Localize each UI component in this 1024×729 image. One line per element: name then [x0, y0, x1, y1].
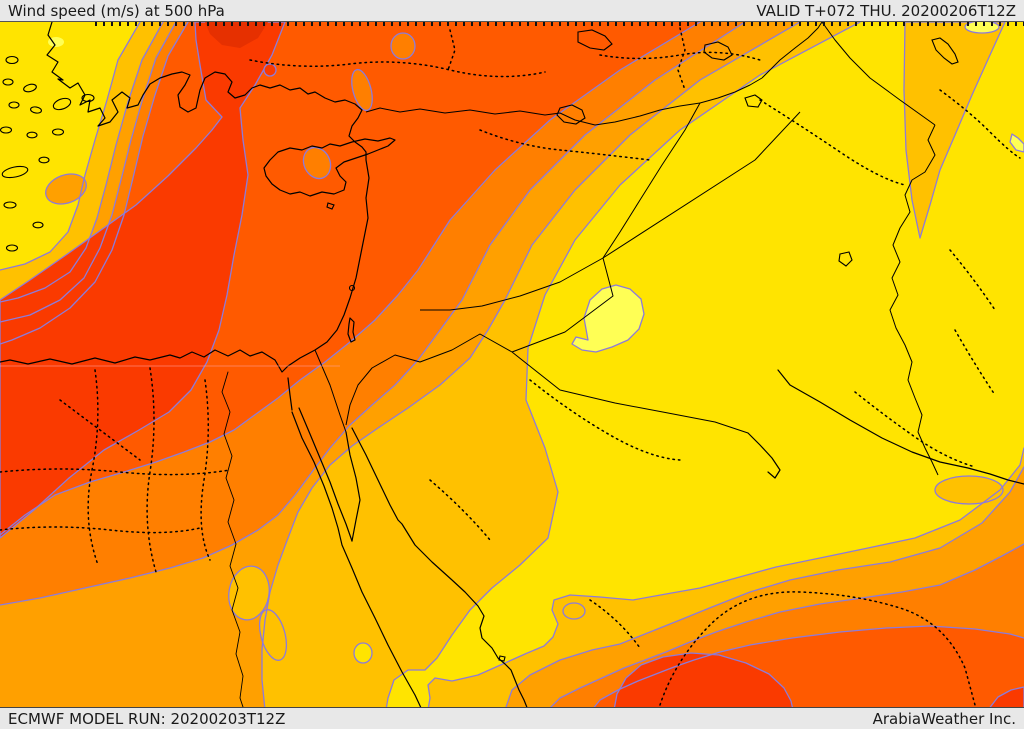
- contour-lines: [0, 22, 1024, 707]
- band-tl-yellow: [0, 22, 140, 270]
- lake-urmia: [931, 37, 959, 65]
- sinai-west-coast: [298, 407, 353, 542]
- model-run-label: ECMWF MODEL RUN: 20200203T12Z: [8, 709, 286, 728]
- band-red-core: [0, 22, 286, 539]
- iraq-west-border: [511, 257, 614, 353]
- patch-red-dot: [263, 63, 277, 77]
- sea-of-galilee: [348, 284, 356, 292]
- band-red-br: [613, 652, 793, 707]
- israel-egypt-border: [314, 349, 347, 433]
- aqaba-saudi-coast: [351, 427, 528, 707]
- admin-borders-dotted: [0, 27, 1021, 706]
- gulf-of-suez-west-coast: [291, 411, 422, 707]
- gulf-of-aqaba-west-coast: [345, 431, 361, 542]
- turkey-syria-border: [365, 77, 763, 126]
- lake-tuz: [577, 29, 613, 51]
- patch-gold-in-orange: [934, 475, 1004, 505]
- coastlines: [0, 22, 1024, 707]
- wind-speed-bands: [0, 22, 1024, 707]
- aegean-islands: [0, 55, 95, 252]
- patch-orange-levant-2: [390, 32, 416, 60]
- turkey-caucasus-border: [761, 22, 823, 79]
- band-yellow-se: [386, 22, 1024, 707]
- nile-river: [221, 371, 244, 707]
- band-deep-red-top: [205, 22, 268, 48]
- status-bar: ECMWF MODEL RUN: 20200203T12Z ArabiaWeat…: [0, 707, 1024, 729]
- jordan-saudi-border: [345, 333, 513, 426]
- saudi-iraq-border: [511, 351, 749, 434]
- lake-iran-small: [838, 251, 853, 267]
- band-pale-sliver-east: [1009, 133, 1024, 153]
- country-borders: [314, 22, 939, 476]
- dead-sea: [347, 317, 356, 343]
- patch-yellow-dot: [353, 642, 373, 664]
- jordan-syria-border: [420, 257, 604, 311]
- weather-map-canvas: [0, 22, 1024, 707]
- island-rhodes: [52, 97, 72, 111]
- credit-label: ArabiaWeather Inc.: [872, 709, 1016, 728]
- island-red-sea: [498, 655, 506, 662]
- band-gold-wedge-ne: [903, 22, 1006, 239]
- patch-gold-dot: [562, 602, 586, 620]
- turkey-iran-border: [821, 22, 936, 126]
- island-dot-cyprus: [326, 202, 335, 210]
- title-bar: Wind speed (m/s) at 500 hPa VALID T+072 …: [0, 0, 1024, 22]
- band-pale-dot-ne: [964, 22, 1000, 34]
- syria-iraq-border: [602, 102, 701, 259]
- lake-small-east: [744, 94, 763, 108]
- island-crete-edge: [1, 165, 29, 179]
- iraq-iran-border: [602, 111, 801, 259]
- iran-interior-line: [889, 124, 939, 476]
- patch-orange-cyprus: [302, 146, 332, 180]
- cyprus-coast: [263, 137, 396, 197]
- shatt-al-arab: [747, 432, 781, 479]
- map-title: Wind speed (m/s) at 500 hPa: [8, 1, 225, 20]
- patch-orange-in-gold: [45, 173, 87, 205]
- suez-canal: [287, 377, 293, 411]
- persian-gulf-coast: [777, 369, 1024, 485]
- turkey-levant-egypt-coast: [0, 22, 370, 373]
- band-red-corner-br: [989, 686, 1024, 707]
- band-pale-minimum: [571, 284, 645, 353]
- band-pale-dot-aegean: [48, 37, 64, 47]
- patch-orange-levant-1: [351, 68, 373, 112]
- map-area: [0, 22, 1024, 707]
- valid-time-label: VALID T+072 THU. 20200206T12Z: [756, 1, 1016, 20]
